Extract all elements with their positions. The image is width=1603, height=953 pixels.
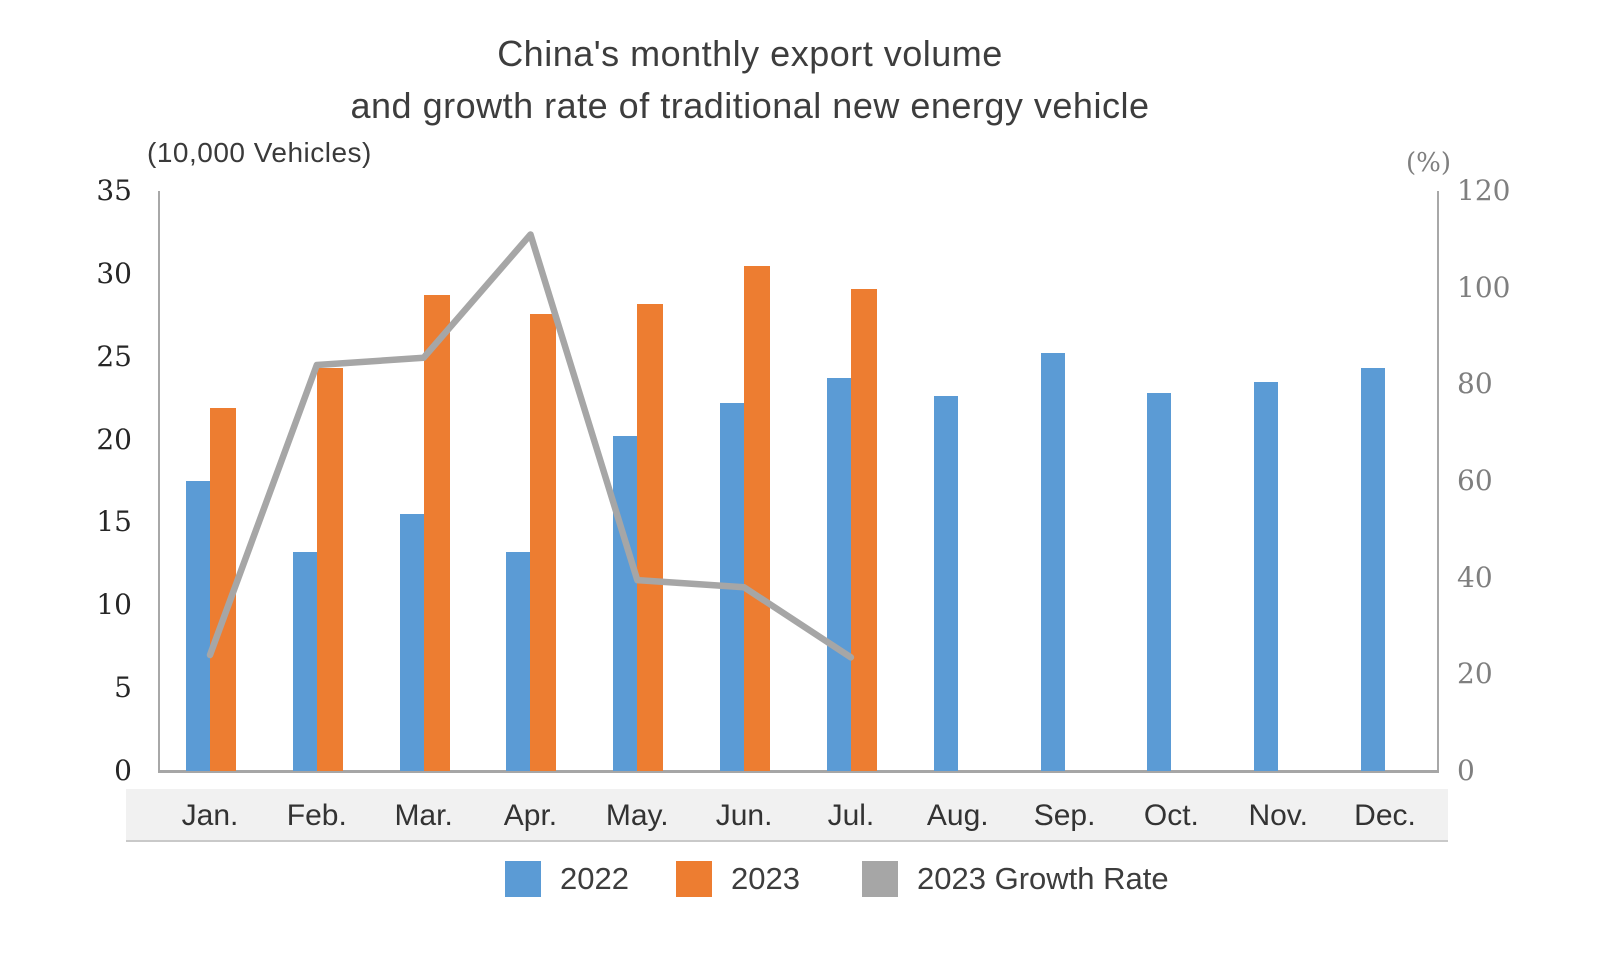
bar-2022-dec [1361, 368, 1386, 771]
legend-item-2023-growth-rate: 2023 Growth Rate [862, 861, 1169, 897]
x-axis-label-apr: Apr. [503, 799, 558, 832]
x-axis-label-oct: Oct. [1143, 799, 1199, 832]
left-axis-tick-label: 20 [96, 422, 132, 456]
bar-2023-jul [850, 288, 877, 771]
legend-swatch-icon [862, 861, 898, 897]
legend-label: 2022 [560, 861, 629, 896]
bar-2022-jun [720, 403, 745, 771]
right-axis-tick-label: 40 [1457, 560, 1493, 594]
legend-label: 2023 [731, 861, 800, 896]
legend-swatch-icon [505, 861, 541, 897]
bar-2022-feb [292, 552, 317, 771]
left-axis-tick-label: 10 [96, 588, 132, 622]
x-axis-label-jan: Jan. [181, 799, 239, 832]
legend-label: 2023 Growth Rate [917, 861, 1169, 896]
x-axis-label-nov: Nov. [1248, 799, 1308, 832]
chart-title: China's monthly export volume and growth… [0, 28, 1500, 132]
chart-title-line-1: China's monthly export volume [497, 33, 1003, 74]
bar-2022-aug [933, 396, 958, 771]
bar-2023-feb [316, 368, 343, 771]
bar-2023-jun [744, 265, 771, 771]
left-axis-tick-label: 30 [96, 256, 132, 290]
right-axis-tick-label: 60 [1457, 464, 1493, 497]
bar-2022-may [613, 436, 638, 771]
right-axis-tick-label: 0 [1457, 754, 1475, 787]
bar-2022-oct [1147, 393, 1172, 771]
x-axis-label-jul: Jul. [827, 799, 875, 832]
y-axis-right-line [1437, 191, 1439, 771]
x-axis-label-band: Jan. Feb. Mar. Apr. May. Jun. Jul. Aug. Sep. Oct.… [126, 789, 1448, 842]
bar-2023-may [637, 303, 664, 771]
legend-swatch-icon [676, 861, 712, 897]
x-axis-label-feb: Feb. [286, 799, 347, 832]
bar-2022-apr [506, 552, 531, 771]
bar-2022-nov [1254, 381, 1279, 771]
right-axis-tick-label: 80 [1457, 367, 1493, 401]
left-axis-tick-label: 25 [96, 339, 132, 373]
right-axis-tick-label: 120 [1457, 174, 1511, 207]
left-axis-tick-label: 35 [96, 174, 132, 207]
x-axis-line [158, 770, 1439, 773]
bar-2022-jul [826, 378, 851, 771]
legend-item-2022: 2022 [505, 861, 629, 897]
x-axis-label-sep: Sep. [1033, 799, 1096, 832]
bar-2022-mar [399, 514, 424, 771]
bar-2022-sep [1040, 353, 1065, 771]
right-axis-tick-label: 20 [1457, 657, 1493, 691]
chart-title-line-2: and growth rate of traditional new energ… [350, 85, 1150, 126]
right-axis-tick-label: 100 [1457, 270, 1511, 304]
x-axis-label-aug: Aug. [926, 799, 989, 832]
x-axis-label-jun: Jun. [715, 799, 773, 832]
y-axis-left-line [158, 191, 160, 771]
x-axis-label-may: May. [605, 799, 669, 832]
bar-2023-mar [423, 295, 450, 771]
x-axis-label-dec: Dec. [1354, 799, 1416, 832]
bar-2023-jan [210, 408, 236, 771]
left-axis-tick-label: 15 [96, 505, 132, 539]
bar-2023-apr [530, 313, 557, 771]
legend-item-2023: 2023 [676, 861, 800, 897]
right-axis-unit-label: (%) [1406, 148, 1451, 178]
left-axis-unit-label: (10,000 Vehicles) [147, 137, 372, 168]
x-axis-label-mar: Mar. [394, 799, 453, 832]
left-axis-tick-label: 5 [114, 671, 132, 705]
left-axis-tick-label: 0 [114, 754, 132, 787]
bar-2022-jan [186, 481, 210, 771]
